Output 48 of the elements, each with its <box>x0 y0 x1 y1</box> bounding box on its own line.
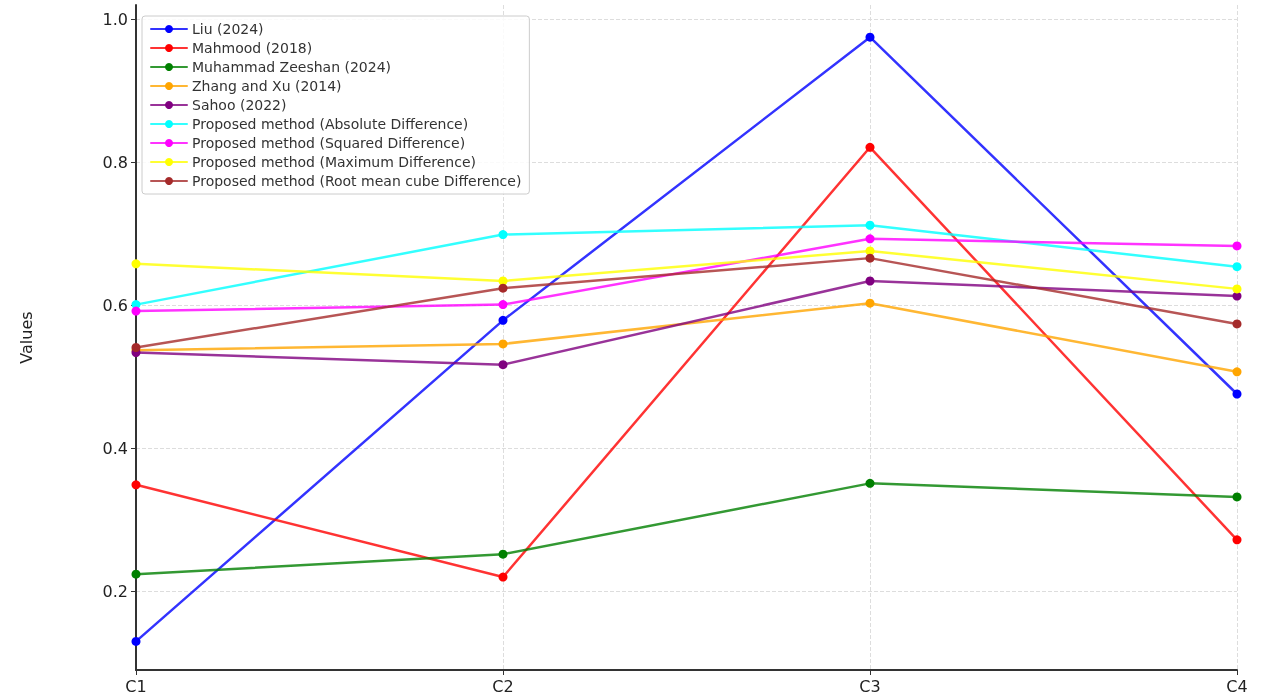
point <box>1232 535 1242 545</box>
point <box>131 259 141 269</box>
point <box>1232 492 1242 502</box>
point <box>865 32 875 42</box>
y-tick-label: 0.4 <box>102 438 128 458</box>
point <box>498 549 508 559</box>
point <box>498 315 508 325</box>
point <box>1232 241 1242 251</box>
legend-label: Proposed method (Maximum Difference) <box>192 154 476 170</box>
legend-label: Sahoo (2022) <box>192 97 287 113</box>
y-axis-title: Values <box>16 311 36 364</box>
point <box>131 569 141 579</box>
point <box>865 276 875 286</box>
x-tick-label: C1 <box>125 676 147 696</box>
point <box>865 478 875 488</box>
y-tick-label: 0.8 <box>102 152 128 172</box>
legend-label: Proposed method (Squared Difference) <box>192 135 466 151</box>
point <box>1232 367 1242 377</box>
legend-label: Zhang and Xu (2014) <box>192 78 342 94</box>
y-tick-label: 0.2 <box>102 581 128 601</box>
point <box>131 480 141 490</box>
point <box>498 339 508 349</box>
point <box>131 636 141 646</box>
legend-label: Liu (2024) <box>192 21 264 37</box>
legend-label: Proposed method (Absolute Difference) <box>192 116 469 132</box>
legend-label: Muhammad Zeeshan (2024) <box>192 59 392 75</box>
point <box>498 360 508 370</box>
legend-label: Proposed method (Root mean cube Difference) <box>192 173 522 189</box>
point <box>1232 389 1242 399</box>
point <box>1232 262 1242 272</box>
x-tick-label: C3 <box>859 676 881 696</box>
point <box>498 300 508 310</box>
point <box>865 234 875 244</box>
x-tick-label: C4 <box>1226 676 1248 696</box>
y-tick-label: 0.6 <box>102 295 128 315</box>
point <box>1232 319 1242 329</box>
x-tick-label: C2 <box>492 676 514 696</box>
point <box>498 230 508 240</box>
point <box>498 572 508 582</box>
point <box>1232 284 1242 294</box>
point <box>865 220 875 230</box>
legend-label: Mahmood (2018) <box>192 40 313 56</box>
point <box>498 283 508 293</box>
point <box>131 306 141 316</box>
point <box>865 142 875 152</box>
point <box>865 298 875 308</box>
y-tick-label: 1.0 <box>102 9 128 29</box>
point <box>865 253 875 263</box>
